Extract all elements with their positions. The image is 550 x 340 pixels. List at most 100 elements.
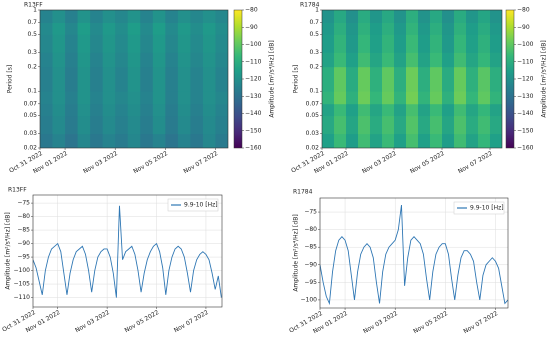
heatmap-cell (334, 133, 347, 148)
heatmap-cell (406, 133, 419, 148)
heatmap-cell (77, 66, 91, 92)
heatmap-cell (52, 10, 66, 23)
heatmap-cell (442, 115, 455, 135)
y-axis-label: Amplitude [m²/s⁴/Hz] [dB] (5, 212, 12, 289)
colorbar-tick-label: −130 (517, 93, 534, 100)
heatmap-cell (40, 22, 53, 35)
y-tick-label: −80 (17, 213, 30, 220)
heatmap-cell (165, 115, 179, 135)
heatmap-cell (430, 115, 443, 135)
heatmap-cell (77, 52, 91, 68)
heatmap-cell (394, 22, 407, 35)
colorbar (233, 9, 243, 149)
colorbar-tick-label: −160 (517, 145, 534, 152)
colorbar-tick-label: −140 (517, 110, 534, 117)
heatmap-cell (40, 115, 53, 135)
heatmap-cell (202, 133, 216, 148)
heatmap-cell (418, 34, 431, 53)
heatmap-cell (334, 115, 347, 135)
colorbar-tick-label: −120 (517, 76, 534, 83)
heatmap-cell (127, 133, 141, 148)
heatmap-cell (466, 133, 479, 148)
x-tick-label: Nov 07 2022 (457, 150, 494, 175)
heatmap-cell (127, 52, 141, 68)
heatmap-cell (370, 103, 383, 117)
heatmap-cell (454, 52, 467, 68)
y-tick-label: 0.02 (306, 145, 320, 152)
heatmap-cell (140, 52, 154, 68)
heatmap-cell (358, 133, 371, 148)
heatmap-cell (478, 133, 491, 148)
heatmap-cell (406, 115, 419, 135)
heatmap-cell (165, 22, 179, 35)
heatmap-cell (215, 22, 228, 35)
heatmap-cell (165, 91, 179, 105)
panel: R1784 Amplitude [m²/s⁴/Hz] [dB]−100 −95 −90… (288, 189, 509, 335)
colorbar-tick-label: −110 (517, 58, 534, 65)
heatmap-cell (478, 10, 491, 23)
y-tick-label: −80 (304, 226, 317, 233)
heatmap-cell (394, 103, 407, 117)
heatmap-cell (382, 66, 395, 92)
heatmap-cell (115, 22, 129, 35)
colorbar-tick-label: −90 (517, 24, 530, 31)
heatmap-cell (115, 10, 129, 23)
heatmap-cell (430, 66, 443, 92)
heatmap-cell (177, 22, 191, 35)
y-tick-label: −75 (17, 200, 30, 207)
heatmap-cell (442, 91, 455, 105)
heatmap-cell (442, 133, 455, 148)
axes-frame (39, 9, 229, 149)
heatmap-cell (430, 34, 443, 53)
y-tick-label: 0.07 (24, 100, 38, 107)
heatmap-cell (152, 103, 166, 117)
heatmap-cell (40, 103, 53, 117)
heatmap-cell (478, 52, 491, 68)
heatmap-cell (115, 115, 129, 135)
heatmap-cell (202, 66, 216, 92)
x-tick-label: Nov 03 2022 (74, 309, 111, 334)
heatmap-cell (152, 52, 166, 68)
heatmap-cell (152, 34, 166, 53)
heatmap-cell (370, 66, 383, 92)
heatmap-cell (165, 52, 179, 68)
heatmap-cell (382, 103, 395, 117)
y-axis-label: Amplitude [m²/s⁴/Hz] [dB] (293, 214, 300, 291)
panel-title: R1784 (293, 189, 313, 196)
heatmap-cell (334, 52, 347, 68)
heatmap-cell (394, 91, 407, 105)
heatmap-cell (418, 133, 431, 148)
y-tick-label: 1 (33, 7, 37, 14)
heatmap-cell (334, 34, 347, 53)
heatmap-cell (322, 115, 335, 135)
heatmap-cell (490, 103, 502, 117)
legend-label: 9.9-10 [Hz] (184, 202, 218, 209)
y-tick-label: 0.03 (24, 130, 38, 137)
heatmap-cell (202, 52, 216, 68)
heatmap-cell (358, 103, 371, 117)
heatmap-cell (478, 91, 491, 105)
heatmap-cell (382, 22, 395, 35)
heatmap-cell (442, 52, 455, 68)
heatmap-cell (442, 66, 455, 92)
panel-title: R13FF (8, 187, 27, 194)
heatmap-cell (177, 133, 191, 148)
heatmap-cell (322, 52, 335, 68)
heatmap-cell (177, 115, 191, 135)
heatmap-cell (358, 91, 371, 105)
heatmap-cell (102, 91, 116, 105)
heatmap-cell (202, 22, 216, 35)
heatmap-cell (406, 103, 419, 117)
heatmap-cell (65, 66, 78, 92)
heatmap-cell (90, 34, 104, 53)
heatmap-cell (102, 103, 116, 117)
heatmap-cell (190, 10, 204, 23)
y-tick-label: 0.5 (309, 31, 319, 38)
heatmap-cell (370, 34, 383, 53)
heatmap-cell (140, 10, 154, 23)
heatmap-cell (346, 66, 359, 92)
heatmap-cell (127, 115, 141, 135)
heatmap-cell (140, 91, 154, 105)
axes-frame (32, 194, 223, 308)
